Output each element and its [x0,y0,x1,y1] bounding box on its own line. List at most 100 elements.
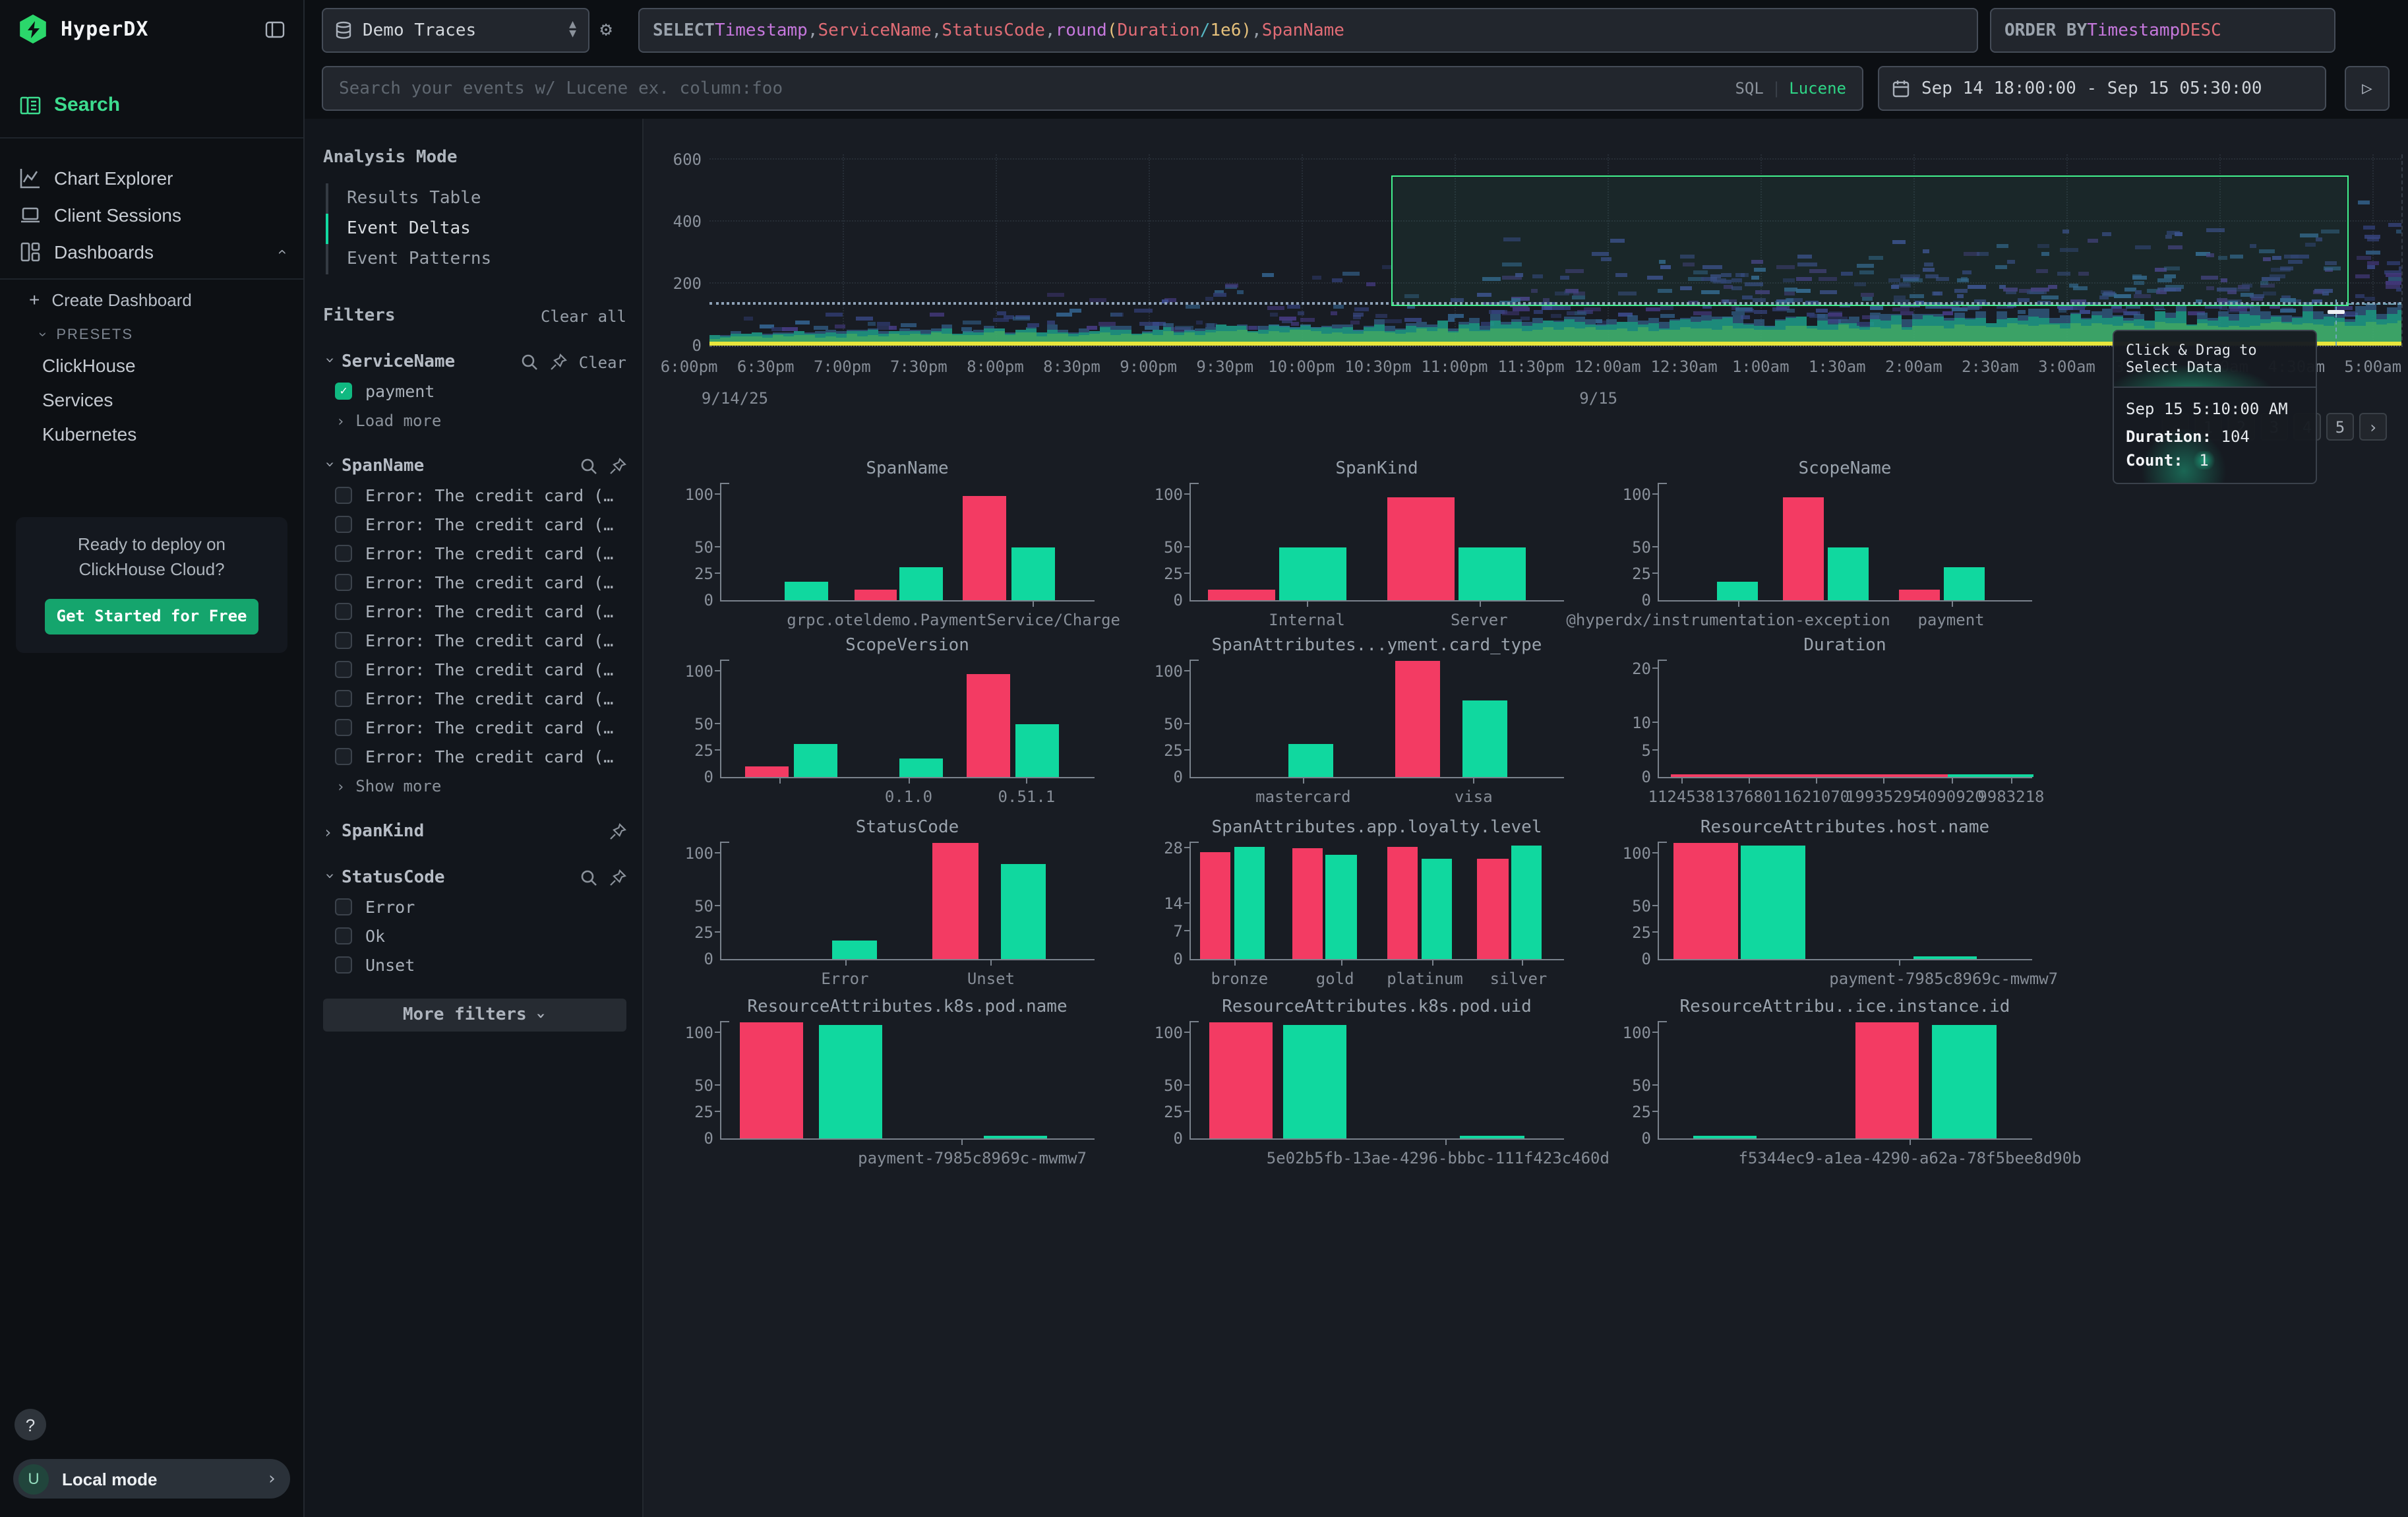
heatmap-cell [1899,282,1910,287]
sql-token: ) [1241,20,1252,40]
pin-icon[interactable] [550,354,567,371]
pin-icon[interactable] [609,823,626,840]
checkbox[interactable] [335,956,352,974]
page-next-button[interactable]: › [2359,413,2387,441]
heatmap-cell [2103,291,2115,295]
filter-checkbox-row[interactable]: Error: The credit card (… [335,485,626,505]
filter-checkbox-row[interactable]: Error: The credit card (… [335,602,626,621]
sidebar-item-client-sessions[interactable]: Client Sessions [0,197,303,233]
heatmap-cell [857,329,868,332]
filter-checkbox-row[interactable]: Ok [335,926,626,946]
avatar[interactable]: U [18,1464,49,1494]
more-filters-button[interactable]: More filters › [323,999,626,1032]
heatmap-cell [1952,307,1968,312]
filter-checkbox-row[interactable]: Error: The credit card (… [335,660,626,679]
checkbox[interactable] [335,516,352,533]
filter-checkbox-row[interactable]: Error: The credit card (… [335,573,626,592]
search-input[interactable]: Search your events w/ Lucene ex. column:… [322,66,1863,111]
checkbox[interactable] [335,603,352,620]
heatmap-cell [1047,333,1058,342]
create-dashboard-button[interactable]: + Create Dashboard [0,280,303,319]
filter-checkbox-row[interactable]: Error: The credit card (… [335,543,626,563]
checkbox[interactable] [335,898,352,915]
presets-toggle[interactable]: › PRESETS [0,319,303,348]
filter-checkbox-row[interactable]: Error: The credit card (… [335,689,626,708]
filter-group-header[interactable]: › SpanKind [323,822,626,842]
run-query-button[interactable]: ▷ [2345,66,2390,111]
chart-plot: 0 25 50 100 payment-7985c8969c-mwmw7 [1623,842,2058,988]
date-range-input[interactable]: Sep 14 18:00:00 - Sep 15 05:30:00 [1878,66,2326,111]
checkbox[interactable] [335,487,352,504]
plus-icon: + [29,289,40,310]
sidebar-item-search[interactable]: Search [0,83,303,127]
search-icon[interactable] [521,354,538,371]
help-button[interactable]: ? [15,1409,46,1440]
heatmap-plot[interactable] [709,154,2403,347]
sidebar-item-chart-explorer[interactable]: Chart Explorer [0,160,303,197]
heatmap-xtick-label: 12:30am [1650,357,1718,376]
clear-all-button[interactable]: Clear all [540,307,626,325]
chart-ytick-label: 100 [1622,844,1651,863]
search-icon[interactable] [580,869,597,886]
page-button[interactable]: 5 [2326,413,2354,441]
heatmap-cell [857,336,868,342]
pin-icon[interactable] [609,458,626,475]
sidebar-item-services[interactable]: Services [42,389,113,410]
filter-group-header[interactable]: › StatusCode [321,868,626,888]
heatmap-cell [1828,323,1838,325]
analysis-mode-event-deltas[interactable]: Event Deltas [326,214,626,244]
checkbox[interactable]: ✓ [335,383,352,400]
source-select[interactable]: Demo Traces ▲ ▼ [322,8,589,53]
heatmap-cell [2217,255,2227,260]
chevron-up-icon[interactable]: › [272,249,290,255]
filter-item-label: Error: The credit card (… [365,747,614,766]
sidebar-item-clickhouse[interactable]: ClickHouse [42,355,136,376]
analysis-mode-event-patterns[interactable]: Event Patterns [326,244,626,274]
filter-group-header[interactable]: › ServiceName Clear [321,352,626,372]
chevron-down-icon[interactable]: › [321,458,340,469]
checkbox[interactable] [335,719,352,736]
sidebar-item-dashboards[interactable]: Dashboards › [0,233,303,270]
filter-checkbox-row[interactable]: Error: The credit card (… [335,718,626,737]
filter-checkbox-row[interactable]: Error: The credit card (… [335,747,626,766]
sidebar-collapse-icon[interactable] [265,20,285,38]
chevron-right-icon[interactable]: › [323,822,333,841]
crosshair-line [2335,299,2337,346]
local-mode-button[interactable]: U Local mode › [13,1459,290,1499]
load-more-link[interactable]: › Load more [336,412,626,430]
sql-token: Duration [1117,20,1200,40]
checkbox[interactable] [335,748,352,765]
filter-checkbox-row[interactable]: Error: The credit card (… [335,631,626,650]
lang-sql-toggle[interactable]: SQL [1735,79,1764,98]
get-started-button[interactable]: Get Started for Free [45,598,258,635]
filter-checkbox-row[interactable]: Unset [335,955,626,975]
filter-checkbox-row[interactable]: ✓ payment [335,381,626,401]
search-icon[interactable] [580,458,597,475]
filter-item-label: Unset [365,955,415,975]
filter-checkbox-row[interactable]: Error: The credit card (… [335,514,626,534]
checkbox[interactable] [335,574,352,591]
chevron-down-icon[interactable]: › [321,354,340,365]
sql-select-editor[interactable]: SELECT Timestamp, ServiceName, StatusCod… [638,8,1978,53]
checkbox[interactable] [335,690,352,707]
checkbox[interactable] [335,632,352,649]
heatmap-ytick-label: 200 [673,274,702,293]
heatmap-cell [994,328,1005,332]
sidebar-item-kubernetes[interactable]: Kubernetes [42,423,137,445]
order-by-editor[interactable]: ORDER BY Timestamp DESC [1990,8,2335,53]
heatmap-cell [1406,325,1416,333]
analysis-mode-results-table[interactable]: Results Table [326,183,626,214]
clear-filter-button[interactable]: Clear [578,353,626,371]
checkbox[interactable] [335,661,352,678]
heatmap-cell [1617,312,1633,317]
lang-lucene-toggle[interactable]: Lucene [1789,79,1846,98]
show-more-link[interactable]: › Show more [336,777,626,795]
chevron-down-icon[interactable]: › [321,870,340,881]
filter-checkbox-row[interactable]: Error [335,897,626,917]
gear-icon[interactable]: ⚙ [600,17,613,41]
selection-box[interactable] [1391,175,2349,306]
pin-icon[interactable] [609,869,626,886]
checkbox[interactable] [335,545,352,562]
checkbox[interactable] [335,927,352,944]
filter-group-header[interactable]: › SpanName [321,456,626,476]
